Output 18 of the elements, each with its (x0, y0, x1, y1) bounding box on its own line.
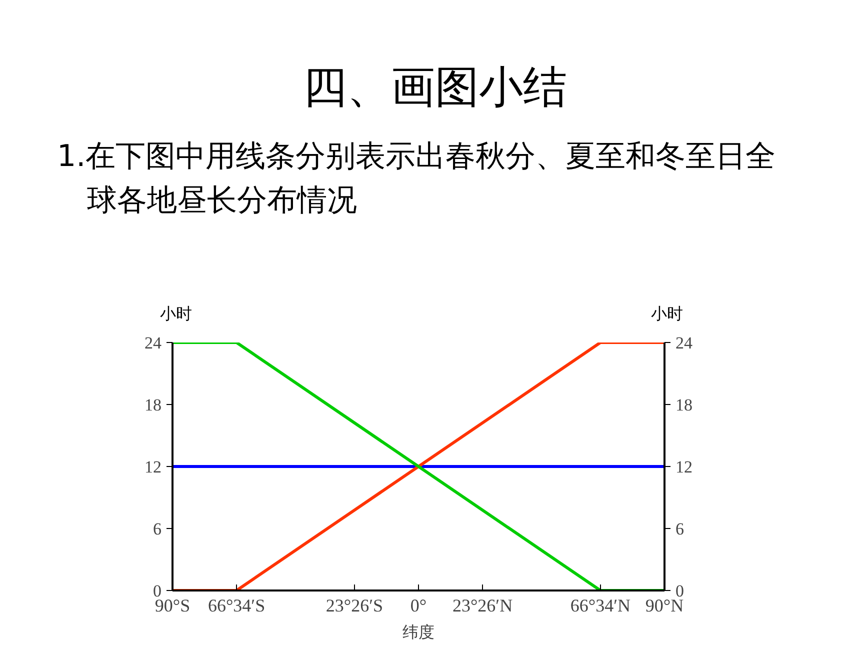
y2-tick-label: 6 (676, 520, 684, 538)
x-tick-label: 66°34′N (570, 596, 631, 616)
y-tick-label: 6 (153, 520, 162, 538)
y2-axis-title: 小时 (651, 303, 683, 325)
y-tick-label: 18 (144, 396, 162, 414)
y-axis-title: 小时 (160, 303, 192, 325)
chart-subtitle: 1.在下图中用线条分别表示出春秋分、夏至和冬至日全球各地昼长分布情况 (56, 138, 777, 220)
y2-tick-label: 18 (676, 396, 692, 414)
x-tick-label: 23°26′S (326, 596, 384, 616)
y2-tick-label: 24 (676, 334, 693, 352)
x-tick-label: 66°34′S (208, 596, 266, 616)
x-tick-label: 0° (410, 596, 427, 616)
x-axis-title: 纬度 (402, 622, 434, 642)
y-tick-label: 24 (144, 334, 162, 352)
y2-tick-label: 12 (676, 458, 692, 476)
x-tick-label: 23°26′N (452, 596, 513, 616)
chart-title: 四、画图小结 (302, 61, 568, 115)
y-tick-label: 12 (144, 458, 162, 476)
